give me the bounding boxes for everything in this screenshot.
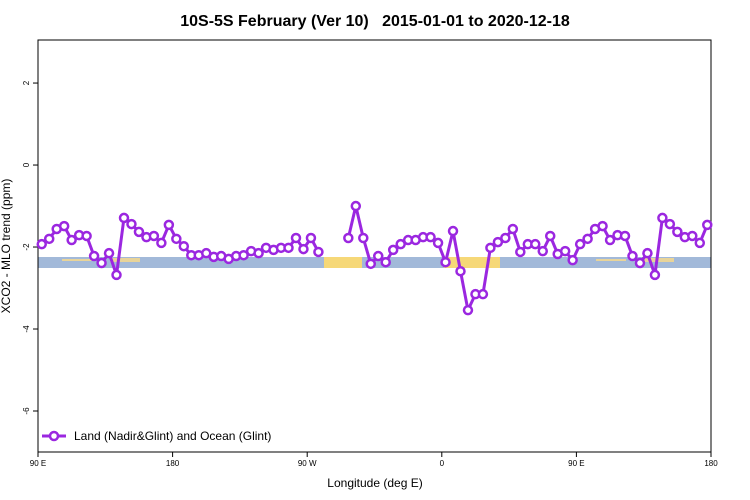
data-point <box>178 240 190 252</box>
data-point <box>432 237 444 249</box>
legend-label: Land (Nadir&Glint) and Ocean (Glint) <box>74 429 271 443</box>
chart-title: 10S-5S February (Ver 10) 2015-01-01 to 2… <box>180 13 570 30</box>
data-point <box>559 245 571 257</box>
plot-frame <box>37 39 712 453</box>
data-point <box>163 219 175 231</box>
data-point <box>283 242 294 254</box>
data-point <box>530 238 541 250</box>
data-point <box>702 219 713 231</box>
island-band <box>62 259 92 261</box>
y-tick-label: -2 <box>22 243 31 251</box>
data-point <box>111 269 122 281</box>
data-point <box>657 212 668 224</box>
y-axis-label: XCO2 - MLO trend (ppm) <box>0 179 13 314</box>
data-point <box>43 233 55 245</box>
data-point <box>664 218 676 230</box>
data-point <box>642 247 653 259</box>
data-point <box>171 233 182 245</box>
land-band <box>444 257 500 268</box>
y-tick-label: 2 <box>22 80 31 85</box>
data-point <box>537 245 548 257</box>
data-point <box>126 218 137 230</box>
y-tick-label: -6 <box>22 407 31 415</box>
x-tick-label: 180 <box>704 459 718 468</box>
data-point <box>597 220 608 232</box>
data-point <box>507 223 519 235</box>
x-axis-label: Longitude (deg E) <box>327 476 422 490</box>
x-tick-label: 90 E <box>30 459 46 468</box>
data-point <box>440 256 451 268</box>
data-point <box>567 254 578 266</box>
x-tick-label: 90 E <box>568 459 584 468</box>
data-point <box>515 246 526 258</box>
data-point <box>66 234 77 246</box>
island-band <box>596 259 626 261</box>
data-point <box>156 237 167 249</box>
data-point <box>365 258 377 270</box>
data-point <box>582 233 593 245</box>
island-band <box>644 258 674 262</box>
data-point <box>313 246 324 258</box>
data-point <box>462 304 474 316</box>
data-point <box>58 220 70 232</box>
data-point <box>649 269 661 281</box>
x-tick-label: 90 W <box>298 459 317 468</box>
data-point <box>687 230 698 242</box>
data-point <box>380 256 391 268</box>
legend-marker <box>48 430 60 442</box>
y-tick-label: -4 <box>22 325 31 333</box>
data-point <box>604 234 616 246</box>
data-point <box>372 250 384 262</box>
data-point <box>447 225 459 237</box>
island-band <box>110 258 140 262</box>
data-point <box>387 244 399 256</box>
y-tick-label: 0 <box>22 162 31 167</box>
data-point <box>133 226 145 238</box>
x-tick-label: 180 <box>166 459 180 468</box>
data-point <box>343 232 354 244</box>
data-point <box>81 230 92 242</box>
data-point <box>544 230 556 242</box>
data-point <box>290 232 302 244</box>
data-point <box>425 231 436 243</box>
data-point <box>118 212 130 224</box>
data-point <box>96 257 107 269</box>
data-point <box>627 250 638 262</box>
data-point <box>298 243 309 255</box>
data-point <box>358 232 369 244</box>
data-point <box>305 232 317 244</box>
data-point <box>672 226 683 238</box>
data-point <box>477 288 489 300</box>
data-point <box>500 232 511 244</box>
data-point <box>253 247 264 259</box>
data-point <box>395 238 406 250</box>
land-band <box>324 257 362 268</box>
data-point <box>619 230 631 242</box>
data-point <box>574 238 586 250</box>
data-point <box>694 237 706 249</box>
data-point <box>36 238 47 250</box>
data-point <box>485 242 496 254</box>
data-point <box>103 247 115 259</box>
data-point <box>350 200 362 212</box>
x-tick-label: 0 <box>440 459 445 468</box>
data-point <box>238 249 249 261</box>
data-point <box>148 230 160 242</box>
data-point <box>455 265 466 277</box>
data-point <box>88 250 100 262</box>
data-point <box>634 257 646 269</box>
data-point <box>492 236 504 248</box>
